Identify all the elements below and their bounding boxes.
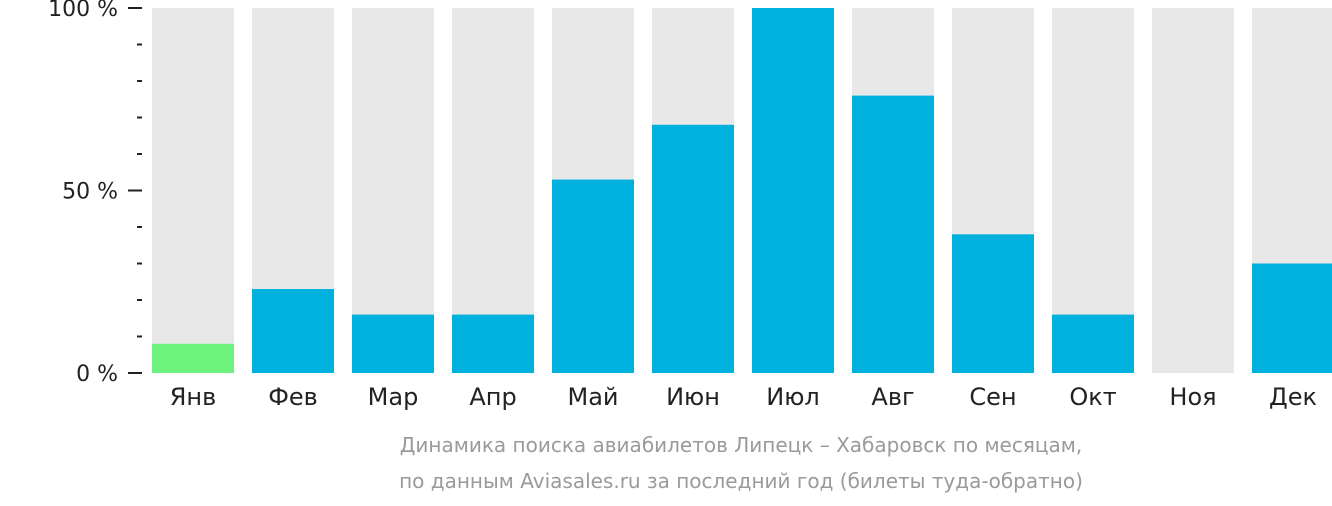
bar-1 (152, 343, 234, 373)
x-tick-label: Фев (268, 383, 318, 411)
x-tick-label: Ноя (1169, 383, 1216, 411)
x-tick-label: Сен (969, 383, 1016, 411)
x-tick-label: Окт (1069, 383, 1116, 411)
bar-track (152, 8, 234, 373)
x-tick-label: Дек (1269, 383, 1317, 411)
x-tick-label: Мар (368, 383, 419, 411)
bar-track (1052, 8, 1134, 373)
bar-8 (852, 95, 934, 373)
caption-line-2: по данным Aviasales.ru за последний год … (399, 469, 1083, 493)
bar-3 (352, 314, 434, 373)
bar-10 (1052, 314, 1134, 373)
bar-2 (252, 289, 334, 373)
bar-5 (552, 179, 634, 373)
y-axis: 0 % 50 % 100 % (48, 0, 142, 387)
x-tick-label: Май (567, 383, 618, 411)
x-axis: Янв Фев Мар Апр Май Июн Июл Авг Сен Окт Ноя Дек (170, 383, 1317, 411)
x-tick-label: Авг (871, 383, 914, 411)
bar-12 (1252, 263, 1332, 373)
x-tick-label: Июл (766, 383, 820, 411)
x-tick-label: Июн (666, 383, 720, 411)
y-tick-label: 100 % (48, 0, 118, 22)
y-tick-label: 50 % (62, 180, 118, 205)
x-tick-label: Янв (170, 383, 217, 411)
caption-line-1: Динамика поиска авиабилетов Липецк – Хаб… (400, 433, 1082, 457)
chart-caption: Динамика поиска авиабилетов Липецк – Хаб… (399, 433, 1083, 493)
bar-track (1152, 8, 1234, 373)
x-tick-label: Апр (469, 383, 516, 411)
bar-track (452, 8, 534, 373)
bar-track (352, 8, 434, 373)
bar-9 (952, 234, 1034, 373)
bar-4 (452, 314, 534, 373)
y-tick-label: 0 % (76, 362, 118, 387)
bar-6 (652, 124, 734, 373)
bars (152, 8, 1332, 373)
bar-7 (752, 8, 834, 373)
